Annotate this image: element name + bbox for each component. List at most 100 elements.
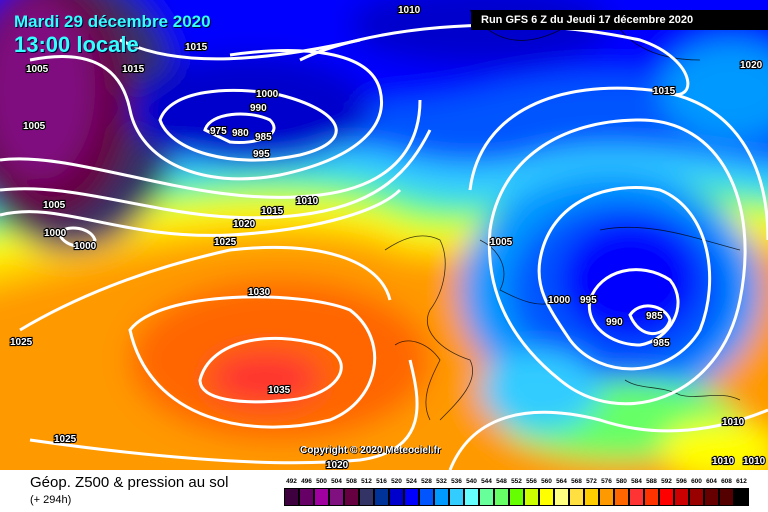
scale-swatch: [479, 488, 494, 506]
scale-swatch: [509, 488, 524, 506]
scale-label: 568: [571, 478, 582, 485]
isobar-label: 1010: [398, 5, 421, 16]
isobar-label: 1015: [122, 64, 145, 75]
copyright: Copyright © 2020 Meteociel.fr: [300, 445, 441, 456]
scale-label: 560: [541, 478, 552, 485]
isobar-labels: 1010 1015 1015 1005 1005 1000 990 975 98…: [9, 4, 767, 470]
isobar-label: 1010: [296, 196, 319, 207]
scale-label: 580: [616, 478, 627, 485]
isobar-label: 1005: [23, 121, 46, 132]
scale-swatch: [389, 488, 404, 506]
scale-swatch: [554, 488, 569, 506]
scale-swatch: [599, 488, 614, 506]
scale-label: 548: [496, 478, 507, 485]
scale-label: 532: [436, 478, 447, 485]
isobar-label: 1000: [548, 295, 571, 306]
isobar-label: 985: [653, 338, 670, 349]
isobar-label: 1000: [256, 89, 279, 100]
scale-swatch: [284, 488, 299, 506]
isobar-label: 1020: [233, 219, 256, 230]
isobar-label: 980: [232, 128, 249, 139]
isobar-label: 1000: [74, 241, 97, 252]
scale-label: 504: [331, 478, 342, 485]
isobar-label: 990: [606, 317, 623, 328]
scale-label: 588: [646, 478, 657, 485]
lead-time: (+ 294h): [30, 494, 72, 506]
scale-swatch: [629, 488, 644, 506]
scale-swatch: [659, 488, 674, 506]
isobar-label: 1005: [490, 237, 513, 248]
isobar-label: 1010: [743, 456, 766, 467]
scale-swatch: [584, 488, 599, 506]
scale-label: 508: [346, 478, 357, 485]
scale-label: 576: [601, 478, 612, 485]
scale-label: 520: [391, 478, 402, 485]
isobar-label: 1015: [261, 206, 284, 217]
scale-label: 612: [736, 478, 747, 485]
scale-label: 556: [526, 478, 537, 485]
scale-swatch: [734, 488, 749, 506]
scale-label: 528: [421, 478, 432, 485]
scale-label: 516: [376, 478, 387, 485]
isobar-label: 1005: [26, 64, 49, 75]
scale-swatch: [404, 488, 419, 506]
scale-swatch: [524, 488, 539, 506]
isobar-label: 1000: [44, 228, 67, 239]
scale-swatch: [494, 488, 509, 506]
isobar-label: 1025: [214, 237, 237, 248]
scale-label: 540: [466, 478, 477, 485]
isobar-label: 1005: [43, 200, 66, 211]
scale-label: 552: [511, 478, 522, 485]
isobar-label: 1010: [722, 417, 745, 428]
scale-swatch: [314, 488, 329, 506]
isobar-label: 1015: [653, 86, 676, 97]
scale-swatch: [644, 488, 659, 506]
isobar-label: 975: [210, 126, 227, 137]
model-run-label: Run GFS 6 Z du Jeudi 17 décembre 2020: [471, 10, 768, 30]
isobar-label: 1020: [740, 60, 763, 71]
scale-label: 524: [406, 478, 417, 485]
scale-label: 596: [676, 478, 687, 485]
isobar-label: 985: [646, 311, 663, 322]
scale-label: 500: [316, 478, 327, 485]
scale-swatch: [359, 488, 374, 506]
forecast-date: Mardi 29 décembre 2020: [14, 12, 211, 31]
geopotential-field: [0, 0, 768, 470]
scale-swatch: [689, 488, 704, 506]
scale-label: 536: [451, 478, 462, 485]
scale-label: 544: [481, 478, 492, 485]
scale-swatch: [674, 488, 689, 506]
scale-label: 564: [556, 478, 567, 485]
scale-label: 584: [631, 478, 642, 485]
isobar-label: 1035: [268, 385, 291, 396]
scale-swatch: [449, 488, 464, 506]
isobar-label: 995: [253, 149, 270, 160]
scale-swatch: [569, 488, 584, 506]
isobar-label: 985: [255, 132, 272, 143]
isobar-label: 1015: [185, 42, 208, 53]
scale-label: 592: [661, 478, 672, 485]
scale-label: 492: [286, 478, 297, 485]
scale-swatch: [704, 488, 719, 506]
isobar-label: 1020: [326, 460, 349, 470]
forecast-time: 13:00 locale: [14, 32, 139, 57]
isobar-label: 1030: [248, 287, 271, 298]
legend-panel: Géop. Z500 & pression au sol (+ 294h) 49…: [0, 470, 768, 512]
pressure-map: 1010 1015 1015 1005 1005 1000 990 975 98…: [0, 0, 768, 470]
scale-label: 572: [586, 478, 597, 485]
scale-swatch: [539, 488, 554, 506]
scale-swatch: [299, 488, 314, 506]
coastlines: [384, 9, 741, 421]
legend-title: Géop. Z500 & pression au sol: [30, 474, 229, 491]
scale-swatch: [344, 488, 359, 506]
scale-label: 512: [361, 478, 372, 485]
scale-swatch: [419, 488, 434, 506]
isobar-label: 990: [250, 103, 267, 114]
scale-label: 608: [721, 478, 732, 485]
isobar-label: 1025: [10, 337, 33, 348]
scale-label: 496: [301, 478, 312, 485]
scale-swatch: [614, 488, 629, 506]
scale-swatch: [464, 488, 479, 506]
scale-swatch: [719, 488, 734, 506]
